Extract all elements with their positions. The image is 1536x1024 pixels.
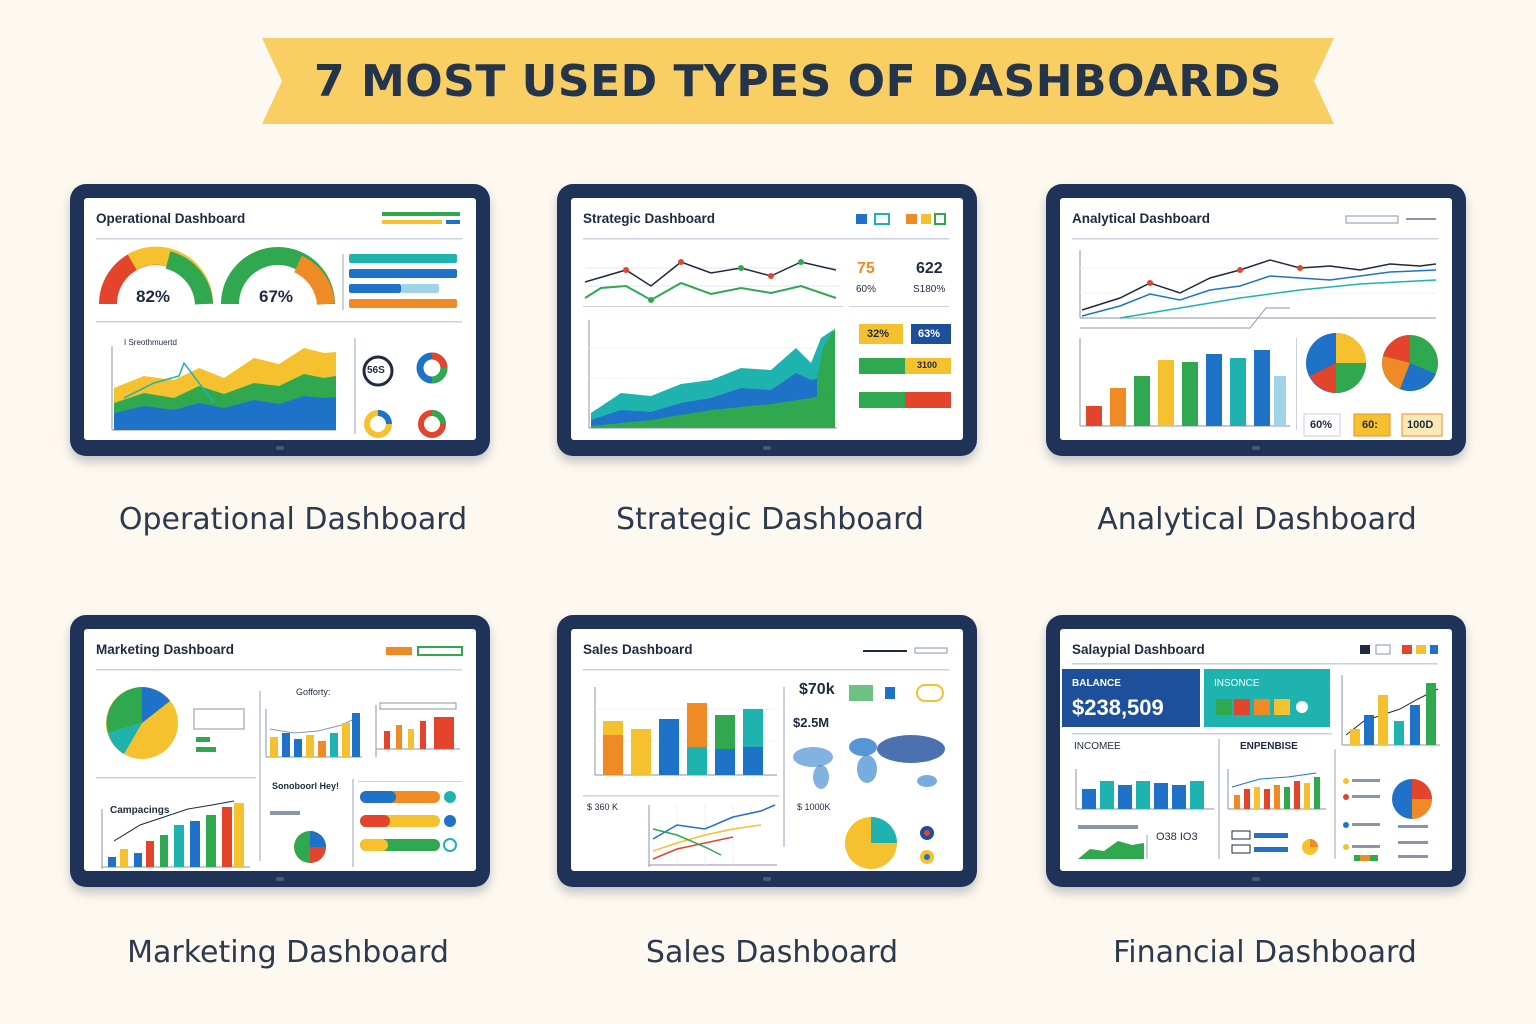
chart-label-3: Campacings — [110, 805, 170, 816]
sales-dashboard-graphic — [583, 647, 949, 869]
tablet-screen: Salaypial Dashboard BALANCE $238,509 INS… — [1060, 629, 1452, 871]
caption-analytical: Analytical Dashboard — [1097, 502, 1417, 537]
box-value-3: 3100 — [917, 360, 938, 370]
operational-dashboard-card[interactable]: Operational Dashboard 82% 67% I Sreothmu… — [70, 184, 490, 456]
screen-title: Marketing Dashboard — [96, 642, 235, 657]
chart-legend-label: I Sreothmuertd — [124, 338, 177, 347]
mini-value: O38 IO3 — [1156, 831, 1198, 843]
kpi-value-2: 622 — [916, 260, 943, 277]
caption-strategic: Strategic Dashboard — [616, 502, 924, 537]
side-value-2: $ 1000K — [797, 802, 831, 812]
caption-financial: Financial Dashboard — [1113, 935, 1417, 970]
badge-value: 56S — [367, 365, 385, 376]
gauge-value-2: 67% — [259, 287, 294, 306]
box-value-2: 63% — [918, 328, 941, 340]
marketing-dashboard-graphic — [96, 646, 463, 869]
balance-value: $238,509 — [1072, 695, 1164, 720]
tablet-frame: Marketing Dashboard Gofforty: Sonoboorl … — [70, 615, 490, 887]
tablet-frame: Operational Dashboard 82% 67% I Sreothmu… — [70, 184, 490, 456]
kpi-value-1: 75 — [857, 260, 875, 277]
home-button — [276, 877, 284, 881]
screen-title: Sales Dashboard — [583, 642, 693, 657]
kpi-value-2: $2.5M — [793, 715, 830, 730]
tablet-frame: Sales Dashboard $70k $2.5M $ 360 K $ 100… — [557, 615, 977, 887]
income-tile-label: INSONCE — [1214, 678, 1260, 689]
tablet-frame: Strategic Dashboard 75 60% 622 S180% 32%… — [557, 184, 977, 456]
sales-dashboard-card[interactable]: Sales Dashboard $70k $2.5M $ 360 K $ 100… — [557, 615, 977, 887]
box-value-1: 32% — [867, 328, 890, 340]
analytical-dashboard-card[interactable]: Analytical Dashboard 60% 60: 100D — [1046, 184, 1466, 456]
title-banner: 7 MOST USED TYPES OF DASHBOARDS — [262, 38, 1334, 124]
strategic-dashboard-card[interactable]: Strategic Dashboard 75 60% 622 S180% 32%… — [557, 184, 977, 456]
income-label: INCOMEE — [1074, 741, 1121, 752]
home-button — [1252, 877, 1260, 881]
caption-sales: Sales Dashboard — [645, 935, 899, 970]
tablet-screen: Analytical Dashboard 60% 60: 100D — [1060, 198, 1452, 440]
chart-label-1: Gofforty: — [296, 687, 331, 697]
kpi-value-3: 100D — [1407, 419, 1434, 431]
kpi-value-2: 60: — [1362, 419, 1378, 431]
screen-title: Salaypial Dashboard — [1072, 642, 1205, 657]
balance-label: BALANCE — [1072, 678, 1121, 689]
banner-ribbon — [262, 38, 1334, 124]
screen-title: Analytical Dashboard — [1072, 211, 1211, 226]
financial-dashboard-card[interactable]: Salaypial Dashboard BALANCE $238,509 INS… — [1046, 615, 1466, 887]
analytical-dashboard-graphic — [1072, 215, 1443, 437]
gauge-value-1: 82% — [136, 287, 171, 306]
home-button — [1252, 446, 1260, 450]
screen-title: Strategic Dashboard — [583, 211, 716, 226]
home-button — [763, 446, 771, 450]
kpi-sub-2: S180% — [913, 284, 946, 295]
tablet-screen: Operational Dashboard 82% 67% I Sreothmu… — [84, 198, 476, 440]
tablet-screen: Strategic Dashboard 75 60% 622 S180% 32%… — [571, 198, 963, 440]
home-button — [763, 877, 771, 881]
tablet-frame: Salaypial Dashboard BALANCE $238,509 INS… — [1046, 615, 1466, 887]
kpi-value-1: $70k — [799, 681, 835, 698]
caption-operational: Operational Dashboard — [118, 502, 468, 537]
expense-label: ENPENBISE — [1240, 741, 1298, 752]
caption-marketing: Marketing Dashboard — [127, 935, 449, 970]
financial-dashboard-graphic — [1062, 644, 1440, 861]
tablet-screen: Marketing Dashboard Gofforty: Sonoboorl … — [84, 629, 476, 871]
chart-label-2: Sonoboorl Hey! — [272, 781, 339, 791]
kpi-sub-1: 60% — [856, 284, 877, 295]
screen-title: Operational Dashboard — [96, 211, 246, 226]
tablet-frame: Analytical Dashboard 60% 60: 100D — [1046, 184, 1466, 456]
kpi-value-1: 60% — [1310, 419, 1333, 431]
home-button — [276, 446, 284, 450]
strategic-dashboard-graphic — [583, 213, 951, 429]
page-title: 7 MOST USED TYPES OF DASHBOARDS — [314, 55, 1282, 107]
side-value-1: $ 360 K — [587, 802, 619, 812]
marketing-dashboard-card[interactable]: Marketing Dashboard Gofforty: Sonoboorl … — [70, 615, 490, 887]
tablet-screen: Sales Dashboard $70k $2.5M $ 360 K $ 100… — [571, 629, 963, 871]
operational-dashboard-graphic — [96, 212, 462, 438]
